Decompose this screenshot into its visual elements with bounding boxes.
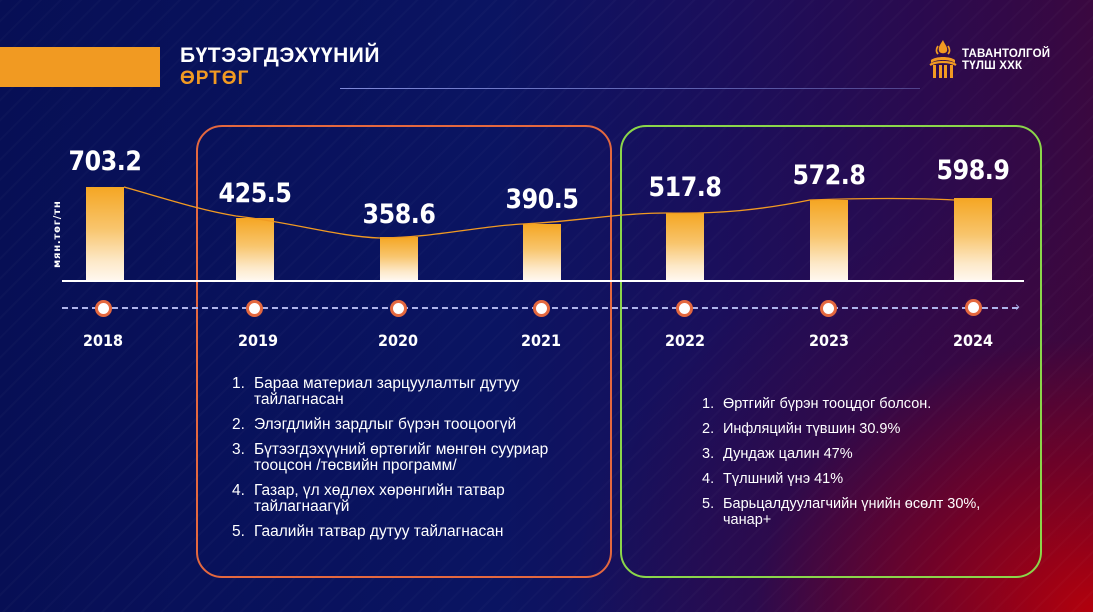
year-label-2023: 2023 bbox=[808, 331, 850, 350]
flame-pillar-logo-icon bbox=[929, 40, 957, 78]
y-axis-label: мян.төг/тн bbox=[52, 200, 63, 268]
list-item: 4. Газар, үл хөдлөх хөрөнгийн татвар тайл… bbox=[232, 482, 505, 515]
list-item: 2. Инфляцийн түвшин 30.9% bbox=[702, 421, 901, 437]
company-name: ТАВАНТОЛГОЙ ТҮЛШ ХХК bbox=[962, 48, 1050, 72]
list-item: 2. Элэгдлийн зардлыг бүрэн тооцоогүй bbox=[232, 416, 517, 433]
list-item: 1. Бараа материал зарцуулалтыг дутуу тайл… bbox=[232, 375, 520, 408]
timeline-dot-2023 bbox=[820, 300, 837, 317]
title-accent-bar bbox=[0, 47, 160, 87]
period-2022-2024-panel bbox=[620, 125, 1042, 578]
value-label-2023: 572.8 bbox=[792, 160, 866, 191]
company-name-line1: ТАВАНТОЛГОЙ bbox=[962, 48, 1051, 60]
issues-list: 1. Бараа материал зарцуулалтыг дутуу тайл… bbox=[232, 376, 592, 549]
bar-2022 bbox=[666, 213, 704, 280]
improvements-list: 1. Өртгийг бүрэн тооцдог болсон. 2. Инфляц… bbox=[702, 396, 1022, 538]
bar-2023 bbox=[810, 200, 848, 280]
period-2019-2021-panel bbox=[196, 125, 612, 578]
value-label-2020: 358.6 bbox=[362, 199, 436, 230]
value-label-2022: 517.8 bbox=[648, 172, 722, 203]
bar-2024 bbox=[954, 198, 992, 280]
timeline-dot-2021 bbox=[533, 300, 550, 317]
list-item: 4. Түлшний үнэ 41% bbox=[702, 471, 844, 487]
bar-2021 bbox=[523, 224, 561, 280]
timeline-dot-2019 bbox=[246, 300, 263, 317]
page-title: БҮТЭЭГДЭХҮҮНИЙ bbox=[180, 44, 380, 67]
company-logo: ТАВАНТОЛГОЙ ТҮЛШ ХХК bbox=[928, 38, 1068, 80]
timeline-arrow-icon: › bbox=[1015, 300, 1021, 315]
list-item: 1. Өртгийг бүрэн тооцдог болсон. bbox=[702, 396, 932, 412]
bar-2018 bbox=[86, 187, 124, 280]
timeline-dot-2018 bbox=[95, 300, 112, 317]
value-label-2021: 390.5 bbox=[505, 184, 579, 215]
value-label-2024: 598.9 bbox=[936, 155, 1010, 186]
year-label-2021: 2021 bbox=[520, 331, 562, 350]
timeline-dot-2020 bbox=[390, 300, 407, 317]
year-label-2024: 2024 bbox=[952, 331, 994, 350]
list-item: 5. Барьцалдуулагчийн үнийн өсөлт 30%, чан… bbox=[702, 496, 981, 528]
bar-2019 bbox=[236, 218, 274, 280]
value-label-2018: 703.2 bbox=[68, 146, 142, 177]
bar-2020 bbox=[380, 237, 418, 280]
list-item: 3. Бүтээгдэхүүний өртөгийг мөнгөн сууриар… bbox=[232, 441, 549, 474]
list-item: 5. Гаалийн татвар дутуу тайлагнасан bbox=[232, 523, 504, 540]
x-axis-baseline bbox=[62, 280, 1024, 282]
timeline-dot-2024 bbox=[965, 299, 982, 316]
year-label-2018: 2018 bbox=[82, 331, 124, 350]
list-item: 3. Дундаж цалин 47% bbox=[702, 446, 853, 462]
company-name-line2: ТҮЛШ ХХК bbox=[962, 60, 1023, 72]
title-divider bbox=[340, 88, 920, 89]
timeline-dot-2022 bbox=[676, 300, 693, 317]
year-label-2020: 2020 bbox=[377, 331, 419, 350]
page-subtitle: ӨРТӨГ bbox=[180, 68, 250, 89]
year-label-2022: 2022 bbox=[664, 331, 706, 350]
value-label-2019: 425.5 bbox=[218, 178, 292, 209]
year-label-2019: 2019 bbox=[237, 331, 279, 350]
